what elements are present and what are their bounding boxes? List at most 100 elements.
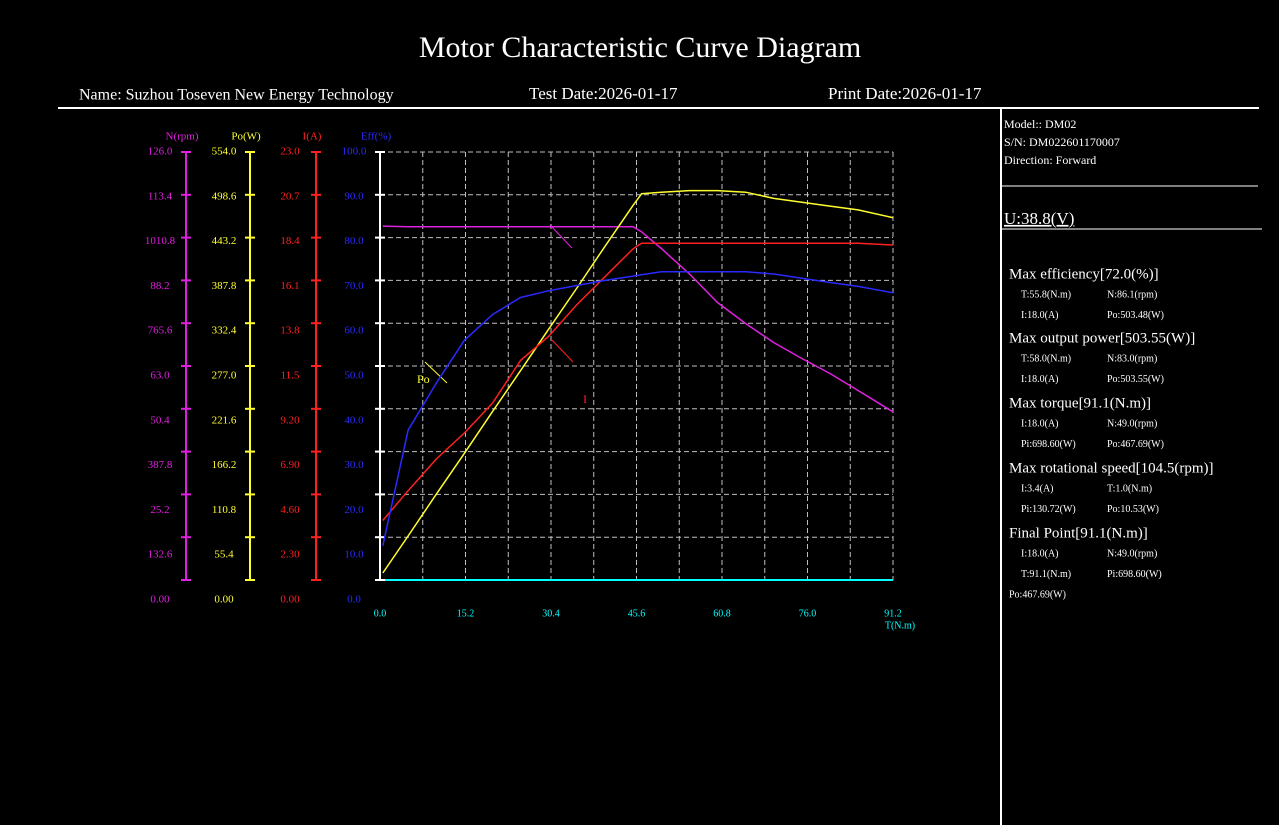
y-tick-label: 0.00 — [214, 594, 234, 606]
y-tick-label: 113.4 — [148, 190, 173, 202]
stat-item: Pi:130.72(W) — [1021, 504, 1076, 515]
curve — [382, 189, 894, 574]
y-tick-label: 70.0 — [344, 280, 364, 292]
y-tick-label: 554.0 — [212, 146, 237, 158]
x-axis-title: T(N.m) — [885, 620, 915, 631]
y-tick-label: 0.00 — [150, 594, 170, 606]
curve — [382, 271, 894, 546]
y-tick-label: 18.4 — [280, 235, 300, 247]
y-tick-label: 387.8 — [212, 280, 237, 292]
y-tick-label: 10.0 — [344, 549, 364, 561]
x-tick-label: 30.4 — [542, 608, 560, 619]
stat-item: Po:467.69(W) — [1009, 589, 1066, 600]
model: Model:: DM02 — [1004, 117, 1076, 131]
y-axis-title: N(rpm) — [166, 131, 199, 143]
y-tick-label: 387.8 — [148, 459, 173, 471]
y-tick-label: 1010.8 — [145, 235, 176, 247]
stat-item: N:86.1(rpm) — [1107, 289, 1157, 300]
y-axis-title: Po(W) — [231, 131, 261, 143]
y-axis-title: Eff(%) — [361, 131, 392, 143]
y-tick-label: 63.0 — [150, 370, 170, 382]
print-date: Print Date:2026-01-17 — [828, 84, 982, 103]
y-tick-label: 443.2 — [212, 235, 237, 247]
y-tick-label: 9.20 — [280, 414, 300, 426]
direction: Direction: Forward — [1004, 153, 1096, 167]
y-tick-label: 90.0 — [344, 190, 364, 202]
y-tick-label: 55.4 — [214, 549, 234, 561]
stat-item: Pi:698.60(W) — [1107, 569, 1162, 580]
label-pointer — [551, 339, 574, 363]
x-tick-label: 60.8 — [713, 608, 731, 619]
stat-item: I:18.0(A) — [1021, 548, 1059, 559]
curve-label: Po — [417, 372, 430, 386]
y-tick-label: 132.6 — [148, 549, 173, 561]
y-tick-label: 277.0 — [212, 370, 237, 382]
voltage: U:38.8(V) — [1004, 209, 1074, 228]
stat-item: T:58.0(N.m) — [1021, 353, 1071, 364]
stat-title: Max efficiency[72.0(%)] — [1009, 266, 1159, 282]
stat-item: Pi:698.60(W) — [1021, 439, 1076, 450]
stat-item: I:18.0(A) — [1021, 310, 1059, 321]
y-tick-label: 40.0 — [344, 414, 364, 426]
y-tick-label: 498.6 — [212, 190, 237, 202]
y-tick-label: 0.0 — [347, 594, 361, 606]
x-tick-label: 76.0 — [799, 608, 817, 619]
x-tick-label: 0.0 — [374, 608, 387, 619]
stat-title: Max rotational speed[104.5(rpm)] — [1009, 460, 1214, 476]
y-tick-label: 4.60 — [280, 504, 300, 516]
y-tick-label: 20.0 — [344, 504, 364, 516]
stat-item: T:1.0(N.m) — [1107, 483, 1152, 494]
y-tick-label: 50.4 — [150, 414, 170, 426]
y-tick-label: 50.0 — [344, 370, 364, 382]
stat-item: I:18.0(A) — [1021, 418, 1059, 429]
curve — [382, 242, 894, 521]
company-name: Name: Suzhou Toseven New Energy Technolo… — [79, 87, 394, 104]
y-tick-label: 23.0 — [280, 146, 300, 158]
stat-title: Max output power[503.55(W)] — [1009, 330, 1195, 346]
curve — [382, 225, 894, 413]
test-date: Test Date:2026-01-17 — [529, 84, 678, 103]
label-pointer — [549, 224, 573, 249]
stat-item: N:49.0(rpm) — [1107, 418, 1157, 429]
y-tick-label: 110.8 — [212, 504, 237, 516]
x-tick-label: 45.6 — [628, 608, 646, 619]
stat-item: Po:503.48(W) — [1107, 310, 1164, 321]
y-tick-label: 16.1 — [280, 280, 299, 292]
x-tick-label: 91.2 — [884, 608, 902, 619]
y-tick-label: 0.00 — [280, 594, 300, 606]
stat-title: Final Point[91.1(N.m)] — [1009, 525, 1148, 541]
y-tick-label: 100.0 — [342, 146, 367, 158]
y-tick-label: 30.0 — [344, 459, 364, 471]
stat-item: Po:10.53(W) — [1107, 504, 1159, 515]
y-tick-label: 221.6 — [212, 414, 237, 426]
y-axis-title: I(A) — [303, 131, 322, 143]
x-tick-label: 15.2 — [457, 608, 475, 619]
y-tick-label: 25.2 — [150, 504, 169, 516]
title: Motor Characteristic Curve Diagram — [419, 31, 861, 64]
stat-item: Po:503.55(W) — [1107, 374, 1164, 385]
stat-item: T:91.1(N.m) — [1021, 569, 1071, 580]
stat-item: Po:467.69(W) — [1107, 439, 1164, 450]
y-tick-label: 765.6 — [148, 325, 173, 337]
stat-item: T:55.8(N.m) — [1021, 289, 1071, 300]
y-tick-label: 2.30 — [280, 549, 300, 561]
y-tick-label: 20.7 — [280, 190, 300, 202]
y-tick-label: 6.90 — [280, 459, 300, 471]
stat-item: I:18.0(A) — [1021, 374, 1059, 385]
y-tick-label: 126.0 — [148, 146, 173, 158]
y-tick-label: 60.0 — [344, 325, 364, 337]
y-tick-label: 11.5 — [281, 370, 300, 382]
serial-number: S/N: DM022601170007 — [1004, 135, 1120, 149]
y-tick-label: 80.0 — [344, 235, 364, 247]
stat-title: Max torque[91.1(N.m)] — [1009, 395, 1151, 411]
y-tick-label: 13.8 — [280, 325, 300, 337]
stat-item: N:83.0(rpm) — [1107, 353, 1157, 364]
curve-label: I — [583, 392, 587, 406]
y-tick-label: 88.2 — [150, 280, 169, 292]
y-tick-label: 332.4 — [212, 325, 237, 337]
stat-item: I:3.4(A) — [1021, 483, 1054, 494]
y-tick-label: 166.2 — [212, 459, 237, 471]
